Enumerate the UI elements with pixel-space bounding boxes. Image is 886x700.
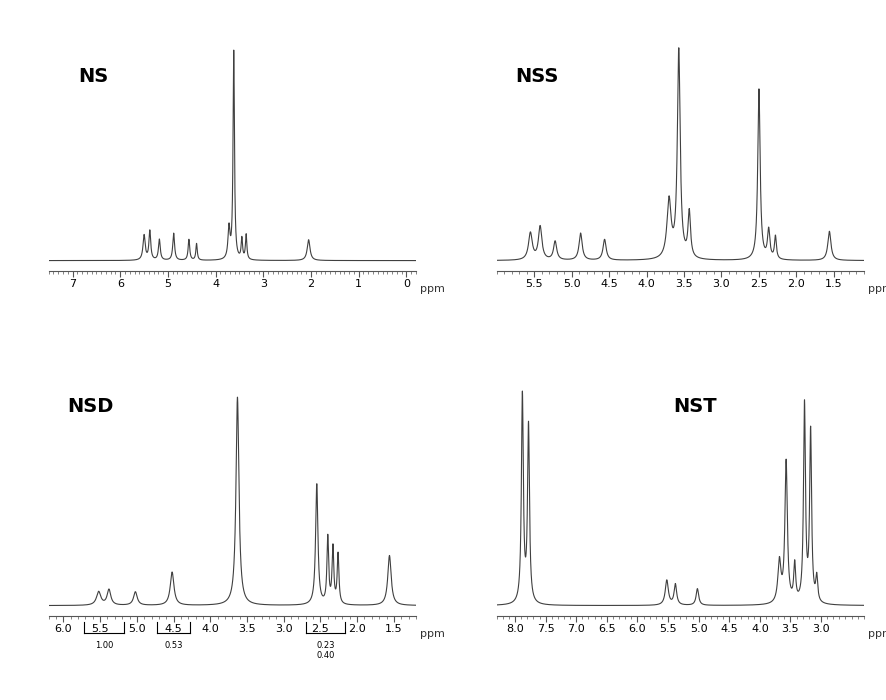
Text: ppm: ppm bbox=[867, 629, 886, 638]
Text: 1.00: 1.00 bbox=[95, 641, 113, 650]
Text: ppm: ppm bbox=[420, 629, 445, 638]
Text: ppm: ppm bbox=[420, 284, 445, 293]
Text: ppm: ppm bbox=[867, 284, 886, 293]
Text: NST: NST bbox=[673, 396, 717, 416]
Text: NSS: NSS bbox=[515, 66, 558, 85]
Text: NS: NS bbox=[78, 66, 108, 85]
Text: 0.53: 0.53 bbox=[164, 641, 183, 650]
Text: NSD: NSD bbox=[67, 396, 113, 416]
Text: 0.23
0.40: 0.23 0.40 bbox=[316, 641, 335, 660]
